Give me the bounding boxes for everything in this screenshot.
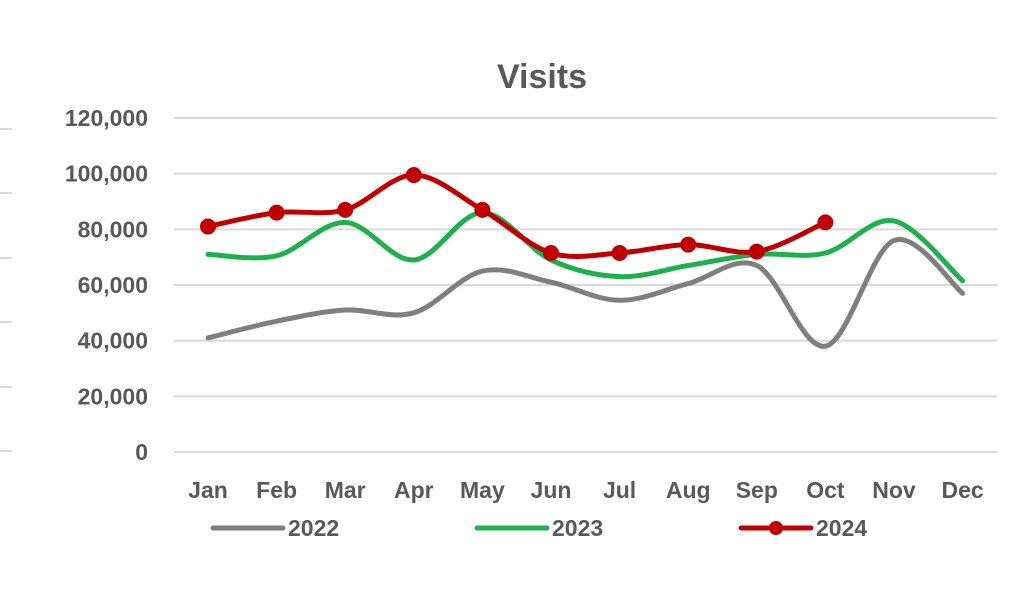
x-tick-label: Jul — [603, 477, 636, 503]
data-point-2024 — [474, 201, 491, 218]
gridlines — [174, 117, 997, 453]
x-axis-tick-labels: Jan Feb Mar Apr May Jun Jul Aug Sep Oct Nov Dec — [188, 477, 984, 503]
legend-marker — [769, 521, 783, 535]
x-tick-label: Sep — [736, 477, 778, 503]
series-2022 — [205, 237, 966, 349]
data-point-2024 — [748, 243, 765, 260]
data-point-2024 — [611, 244, 628, 261]
x-tick-label: Oct — [806, 477, 845, 503]
x-tick-label: May — [460, 477, 505, 503]
series-2023 — [205, 210, 966, 284]
x-tick-label: Mar — [325, 477, 366, 503]
legend-item-2022: 2022 — [210, 515, 339, 541]
x-tick-label: Jan — [188, 477, 228, 503]
data-point-2024 — [680, 236, 697, 253]
series-2024 — [200, 167, 834, 261]
series-lines — [200, 167, 966, 349]
x-tick-label: Aug — [666, 477, 711, 503]
left-edge-axis-stubs — [0, 128, 12, 452]
chart-title: Visits — [497, 58, 587, 96]
x-tick-label: Nov — [872, 477, 916, 503]
legend-item-2024: 2024 — [738, 515, 867, 541]
data-point-2024 — [268, 204, 285, 221]
series-line-2023 — [205, 210, 966, 284]
series-line-2024 — [205, 172, 828, 259]
x-tick-label: Feb — [256, 477, 297, 503]
y-tick-label: 100,000 — [65, 161, 148, 187]
legend: 2022 2023 2024 — [210, 515, 867, 541]
legend-label: 2023 — [552, 515, 603, 541]
x-tick-label: Jun — [531, 477, 572, 503]
data-point-2024 — [337, 201, 354, 218]
y-tick-label: 80,000 — [78, 216, 148, 242]
data-point-2024 — [543, 244, 559, 261]
y-tick-label: 0 — [135, 439, 148, 465]
y-tick-label: 60,000 — [78, 272, 148, 298]
y-tick-label: 20,000 — [78, 383, 148, 409]
x-tick-label: Apr — [394, 477, 434, 503]
data-point-2024 — [200, 218, 216, 235]
y-axis-tick-labels: 0 20,000 40,000 60,000 80,000 100,000 120,000 — [65, 105, 148, 465]
legend-item-2023: 2023 — [474, 515, 603, 541]
legend-label: 2022 — [288, 515, 339, 541]
y-tick-label: 40,000 — [78, 328, 148, 354]
legend-label: 2024 — [816, 515, 867, 541]
series-line-2022 — [205, 237, 966, 349]
data-point-2024 — [405, 167, 422, 184]
data-point-2024 — [817, 214, 834, 231]
y-tick-label: 120,000 — [65, 105, 148, 131]
x-tick-label: Dec — [941, 477, 983, 503]
